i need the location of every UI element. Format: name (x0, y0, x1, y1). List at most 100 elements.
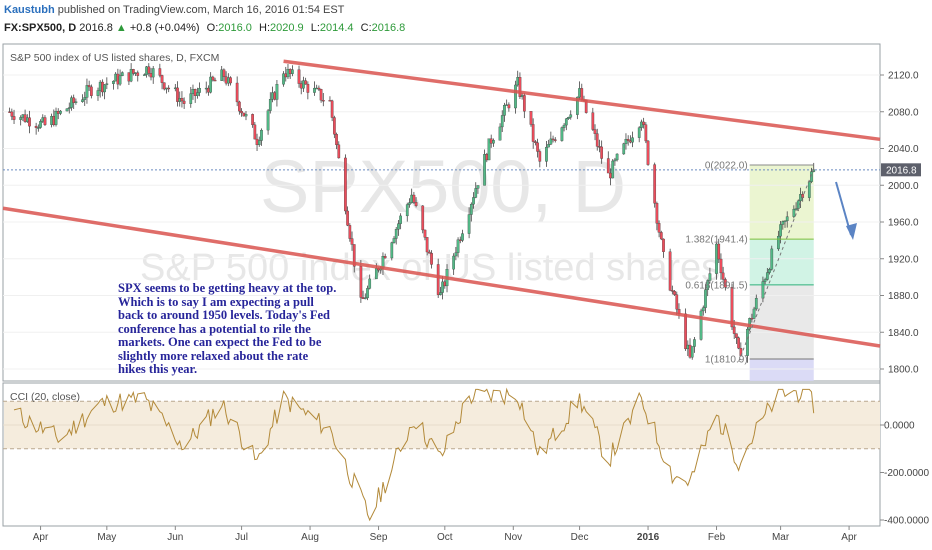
candle-body (118, 75, 122, 85)
chart-canvas[interactable]: SPX500, D S&P 500 index of US listed sha… (0, 40, 932, 550)
candle-body (253, 124, 257, 140)
fib-label-bottom: 1(1810.9) (705, 354, 748, 365)
candle-body (675, 294, 679, 310)
time-tick-label: Feb (708, 532, 726, 543)
candle-body (180, 98, 184, 102)
candle-body (719, 258, 723, 274)
candle-body (196, 92, 199, 96)
candle-body (456, 239, 460, 253)
candle-body (701, 307, 705, 312)
change-value: +0.8 (+0.04%) (129, 22, 200, 34)
time-tick-label: Apr (841, 532, 857, 543)
candle-body (335, 134, 338, 146)
candle-body (593, 129, 597, 134)
candle-body (83, 97, 87, 100)
candle-body (21, 114, 25, 118)
candle-body (346, 210, 349, 226)
channel-line (2, 206, 881, 348)
candle-body (569, 114, 573, 118)
candle-body (25, 117, 29, 122)
candle-body (114, 73, 118, 82)
close-value: 2016.8 (371, 22, 406, 34)
candle-body (12, 116, 16, 120)
candle-body (534, 141, 537, 143)
candle-body (337, 144, 341, 159)
candle-body (732, 326, 736, 334)
candle-body (439, 292, 442, 295)
candle-body (469, 203, 473, 215)
candle-body (96, 90, 100, 96)
candle-body (242, 112, 246, 117)
candle-body (129, 69, 133, 82)
candle-body (721, 272, 725, 280)
candle-body (423, 229, 427, 238)
candle-body (688, 344, 692, 358)
candle-body (441, 281, 444, 293)
candle-body (191, 89, 195, 94)
candle-body (785, 216, 789, 222)
price-tick-label: 2000.0 (888, 181, 919, 192)
candle-body (779, 224, 782, 237)
candle-body (399, 215, 402, 224)
candle-body (580, 88, 584, 100)
candle-body (204, 87, 208, 90)
candle-body (485, 154, 489, 161)
time-tick-label: Nov (504, 532, 522, 543)
fib-label-0618: 0.618(1891.5) (685, 280, 747, 291)
candle-body (777, 235, 780, 250)
price-tick-label: 1880.0 (888, 291, 919, 302)
price-tick-label: 1960.0 (888, 218, 919, 229)
candle-body (673, 291, 676, 295)
candle-body (34, 125, 38, 128)
time-tick-label: Oct (437, 532, 453, 543)
time-tick-label: Jul (235, 532, 248, 543)
candle-body (105, 83, 109, 85)
price-tick-label: 2040.0 (888, 144, 919, 155)
candle-body (545, 146, 548, 162)
low-label: L: (310, 22, 320, 34)
candle-body (374, 268, 378, 280)
cci-pane-title: CCI (20, close) (10, 391, 80, 403)
candle-body (595, 133, 599, 147)
price-tick-label: 1920.0 (888, 254, 919, 265)
candle-body (286, 69, 290, 78)
candle-body (629, 140, 632, 143)
time-tick-label: Aug (301, 532, 319, 543)
candle-body (284, 73, 288, 78)
candle-body (143, 74, 146, 76)
candle-body (452, 255, 455, 270)
candle-body (213, 79, 217, 82)
candle-body (39, 121, 42, 128)
candle-body (487, 138, 491, 161)
low-value: 2014.4 (319, 22, 354, 34)
candle-body (598, 146, 601, 148)
candle-body (763, 279, 767, 282)
candle-body (631, 137, 634, 143)
price-tick-label: 1800.0 (888, 365, 919, 376)
candle-body (483, 154, 486, 186)
candle-body (768, 269, 771, 273)
watermark-description: S&P 500 index of US listed shares (140, 247, 720, 289)
candle-body (792, 208, 796, 217)
candle-body (333, 117, 336, 135)
candle-body (425, 237, 429, 253)
publisher-line: Kaustubh published on TradingView.com, M… (4, 4, 344, 16)
candle-body (538, 151, 542, 162)
candle-body (52, 116, 56, 125)
candle-body (659, 232, 663, 240)
candle-body (344, 157, 347, 212)
candle-body (637, 127, 641, 138)
close-label: C: (360, 22, 372, 34)
candle-body (606, 158, 610, 174)
candle-body (591, 112, 595, 130)
candle-body (226, 77, 230, 84)
candle-body (348, 225, 352, 239)
candle-body (613, 159, 617, 162)
candle-body (260, 129, 263, 141)
cci-polyline (13, 387, 815, 522)
candle-body (657, 223, 661, 233)
candle-body (436, 264, 440, 295)
author-link[interactable]: Kaustubh (4, 4, 55, 16)
candle-body (458, 239, 462, 241)
time-tick-label: Dec (571, 532, 589, 543)
